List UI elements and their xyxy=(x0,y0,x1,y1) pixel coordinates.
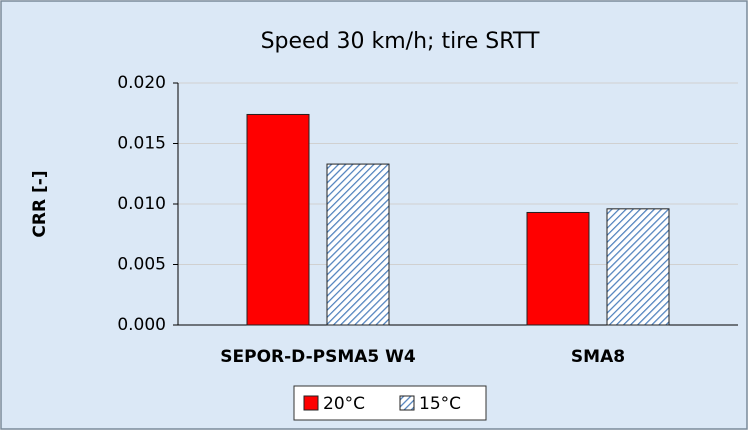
bar xyxy=(326,163,390,326)
bar xyxy=(526,211,590,326)
y-tick-label: 0.005 xyxy=(117,255,166,275)
x-tick-label: SMA8 xyxy=(571,347,625,367)
bar xyxy=(606,208,670,326)
x-tick-label: SEPOR-D-PSMA5 W4 xyxy=(220,347,416,367)
legend-swatch xyxy=(303,395,319,411)
legend-label: 15°C xyxy=(419,394,461,414)
chart-title: Speed 30 km/h; tire SRTT xyxy=(261,29,540,54)
y-axis-label: CRR [-] xyxy=(30,170,50,237)
legend-swatch xyxy=(399,395,415,411)
y-tick-label: 0.015 xyxy=(117,134,166,154)
bar xyxy=(246,113,310,326)
legend-label: 20°C xyxy=(323,394,365,414)
y-tick-label: 0.020 xyxy=(117,73,166,93)
legend-box xyxy=(293,385,487,421)
y-tick-label: 0.010 xyxy=(117,194,166,214)
y-tick-label: 0.000 xyxy=(117,315,166,335)
